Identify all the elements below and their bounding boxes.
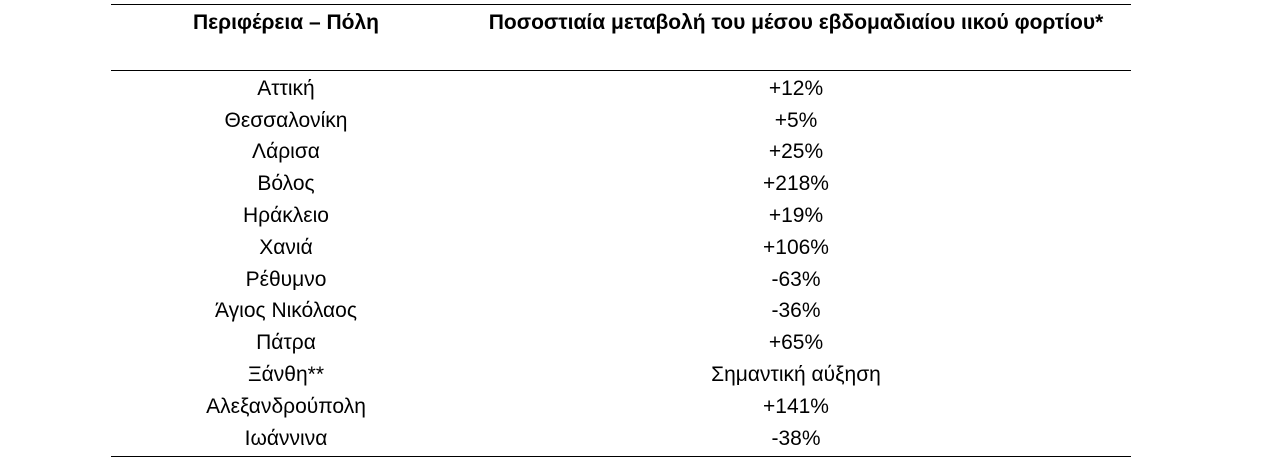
cell-region: Πάτρα [256, 331, 316, 355]
table-row: Ιωάννινα -38% [111, 423, 1131, 455]
cell-change: -38% [771, 426, 821, 450]
cell-change: +106% [763, 235, 829, 259]
table-row: Βόλος +218% [111, 168, 1131, 200]
table-row: Θεσσαλονίκη +5% [111, 105, 1131, 137]
table-row: Χανιά +106% [111, 232, 1131, 264]
header-change: Ποσοστιαία μεταβολή του μέσου εβδομαδιαί… [488, 11, 1104, 34]
cell-change: -36% [771, 299, 821, 323]
table-row: Ξάνθη** Σημαντική αύξηση [111, 359, 1131, 391]
table-header-rule [111, 70, 1131, 71]
cell-region: Βόλος [257, 172, 315, 196]
table-header: Περιφέρεια – Πόλη Ποσοστιαία μεταβολή το… [111, 5, 1131, 70]
table-body: Αττική +12% Θεσσαλονίκη +5% Λάρισα +25% Βόλος +… [111, 71, 1131, 455]
cell-change: -63% [771, 267, 821, 291]
cell-change: +218% [763, 172, 829, 196]
cell-change: +19% [768, 204, 824, 228]
table-top-rule [111, 4, 1131, 5]
cell-change: +5% [774, 108, 818, 132]
cell-region: Αλεξανδρούπολη [206, 394, 366, 418]
cell-change: Σημαντική αύξηση [711, 363, 881, 387]
table-bottom-rule [111, 455, 1131, 457]
cell-region: Άγιος Νικόλαος [215, 299, 357, 323]
table-row: Πάτρα +65% [111, 327, 1131, 359]
cell-change: +141% [763, 394, 829, 418]
table-row: Λάρισα +25% [111, 137, 1131, 169]
cell-region: Ρέθυμνο [245, 267, 327, 291]
cell-change: +65% [768, 331, 824, 355]
cell-region: Ξάνθη** [248, 363, 324, 387]
cell-region: Χανιά [259, 235, 313, 259]
viral-load-table: Περιφέρεια – Πόλη Ποσοστιαία μεταβολή το… [111, 4, 1131, 457]
cell-region: Αττική [257, 76, 315, 100]
cell-region: Ηράκλειο [243, 204, 329, 228]
cell-change: +25% [768, 140, 824, 164]
table-row: Άγιος Νικόλαος -36% [111, 296, 1131, 328]
cell-region: Θεσσαλονίκη [224, 108, 348, 132]
cell-region: Λάρισα [252, 140, 320, 164]
header-region: Περιφέρεια – Πόλη [192, 11, 379, 34]
cell-region: Ιωάννινα [244, 426, 328, 450]
cell-change: +12% [768, 76, 824, 100]
table-row: Ρέθυμνο -63% [111, 264, 1131, 296]
table-row: Αττική +12% [111, 73, 1131, 105]
table-row: Ηράκλειο +19% [111, 200, 1131, 232]
table-row: Αλεξανδρούπολη +141% [111, 391, 1131, 423]
